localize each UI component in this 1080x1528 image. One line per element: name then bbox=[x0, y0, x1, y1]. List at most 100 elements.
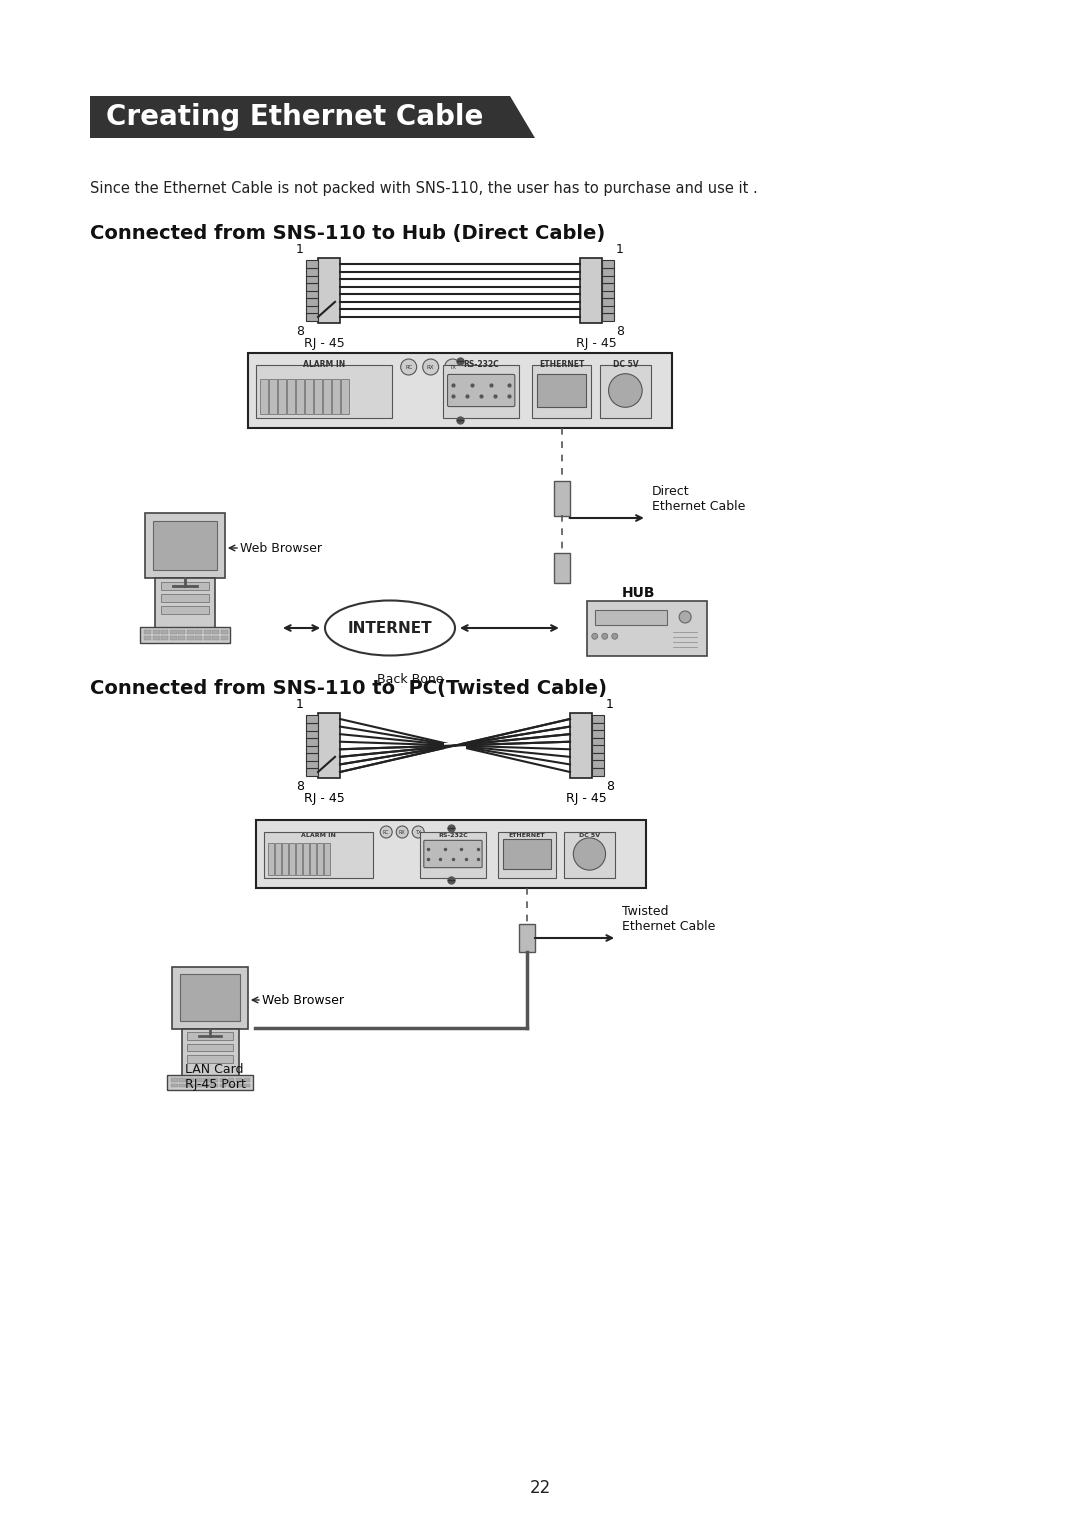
Circle shape bbox=[608, 374, 643, 408]
FancyBboxPatch shape bbox=[564, 833, 615, 879]
Bar bbox=[592, 730, 604, 738]
Bar bbox=[580, 258, 602, 322]
Bar bbox=[602, 275, 615, 283]
Text: RS-232C: RS-232C bbox=[438, 833, 468, 837]
Bar bbox=[161, 630, 168, 634]
Bar bbox=[306, 723, 318, 730]
Bar bbox=[235, 1077, 242, 1082]
Bar bbox=[161, 594, 210, 602]
Text: Web Browser: Web Browser bbox=[262, 993, 345, 1007]
Bar bbox=[178, 636, 185, 640]
FancyBboxPatch shape bbox=[532, 365, 592, 419]
Text: 1: 1 bbox=[296, 243, 303, 257]
Text: 1: 1 bbox=[606, 698, 613, 711]
FancyBboxPatch shape bbox=[140, 626, 230, 643]
FancyBboxPatch shape bbox=[503, 839, 551, 869]
Bar bbox=[602, 298, 615, 306]
Bar bbox=[570, 714, 592, 778]
Bar bbox=[171, 1077, 178, 1082]
Bar bbox=[219, 1083, 226, 1088]
Bar bbox=[144, 636, 151, 640]
Text: Back Bone: Back Bone bbox=[377, 672, 443, 686]
Bar bbox=[212, 1083, 218, 1088]
Bar bbox=[203, 636, 211, 640]
Text: ALARM IN: ALARM IN bbox=[302, 361, 345, 368]
Bar bbox=[235, 1083, 242, 1088]
Bar bbox=[306, 283, 318, 290]
FancyBboxPatch shape bbox=[181, 1028, 239, 1080]
FancyBboxPatch shape bbox=[586, 601, 706, 656]
Text: ALARM IN: ALARM IN bbox=[301, 833, 336, 837]
FancyBboxPatch shape bbox=[498, 833, 556, 879]
Bar bbox=[152, 636, 160, 640]
Bar bbox=[592, 746, 604, 753]
Text: 1: 1 bbox=[296, 698, 303, 711]
Circle shape bbox=[422, 359, 438, 374]
Text: TX: TX bbox=[449, 365, 456, 370]
FancyBboxPatch shape bbox=[179, 975, 241, 1021]
Bar bbox=[519, 924, 535, 952]
Bar bbox=[244, 1083, 251, 1088]
Bar bbox=[178, 630, 185, 634]
Bar bbox=[287, 379, 295, 414]
Bar bbox=[161, 582, 210, 590]
Circle shape bbox=[413, 827, 424, 837]
FancyBboxPatch shape bbox=[153, 521, 217, 570]
Bar bbox=[244, 1077, 251, 1082]
Text: Creating Ethernet Cable: Creating Ethernet Cable bbox=[106, 102, 484, 131]
Bar bbox=[228, 1083, 234, 1088]
Text: DC 5V: DC 5V bbox=[579, 833, 600, 837]
Bar bbox=[306, 306, 318, 313]
Bar bbox=[306, 746, 318, 753]
Bar bbox=[260, 379, 268, 414]
Bar bbox=[323, 379, 330, 414]
Text: ETHERNET: ETHERNET bbox=[539, 361, 584, 368]
Bar bbox=[170, 636, 176, 640]
Text: 1: 1 bbox=[616, 243, 624, 257]
Bar bbox=[195, 1077, 202, 1082]
Bar bbox=[602, 283, 615, 290]
Text: INTERNET: INTERNET bbox=[348, 620, 432, 636]
Circle shape bbox=[445, 359, 461, 374]
Circle shape bbox=[679, 611, 691, 623]
Bar bbox=[212, 636, 219, 640]
Text: RJ - 45: RJ - 45 bbox=[566, 792, 606, 805]
Bar bbox=[602, 313, 615, 321]
Bar bbox=[595, 610, 666, 625]
Bar bbox=[220, 630, 228, 634]
Bar bbox=[212, 1077, 218, 1082]
Bar bbox=[306, 290, 318, 298]
Bar bbox=[144, 630, 151, 634]
Bar bbox=[171, 1083, 178, 1088]
Bar bbox=[341, 379, 349, 414]
Bar bbox=[187, 1083, 193, 1088]
Bar bbox=[269, 379, 276, 414]
Bar bbox=[306, 298, 318, 306]
Bar bbox=[220, 636, 228, 640]
Bar bbox=[161, 636, 168, 640]
FancyBboxPatch shape bbox=[264, 833, 374, 879]
Circle shape bbox=[592, 633, 597, 639]
Bar bbox=[275, 843, 281, 876]
Bar bbox=[318, 714, 340, 778]
Bar bbox=[212, 630, 219, 634]
Bar bbox=[303, 843, 309, 876]
FancyBboxPatch shape bbox=[447, 374, 515, 406]
Bar bbox=[268, 843, 274, 876]
Bar bbox=[187, 1033, 233, 1041]
FancyBboxPatch shape bbox=[156, 578, 215, 633]
Text: Connected from SNS-110 to  PC(Twisted Cable): Connected from SNS-110 to PC(Twisted Cab… bbox=[90, 678, 607, 697]
Bar bbox=[152, 630, 160, 634]
Bar bbox=[179, 1083, 186, 1088]
Bar bbox=[314, 379, 322, 414]
Bar bbox=[306, 730, 318, 738]
Bar bbox=[170, 630, 176, 634]
Bar bbox=[228, 1077, 234, 1082]
Bar bbox=[602, 306, 615, 313]
Bar bbox=[195, 1083, 202, 1088]
Bar bbox=[305, 379, 313, 414]
Bar bbox=[554, 553, 570, 584]
Text: DC 5V: DC 5V bbox=[612, 361, 638, 368]
Bar bbox=[592, 769, 604, 776]
Bar bbox=[306, 753, 318, 761]
